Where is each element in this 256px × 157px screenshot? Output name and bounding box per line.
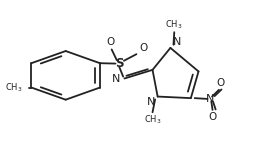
Text: O: O — [106, 37, 114, 47]
Text: N: N — [147, 97, 156, 107]
Text: N: N — [206, 94, 214, 104]
Text: CH$_3$: CH$_3$ — [165, 18, 183, 31]
Text: O: O — [208, 112, 217, 122]
Text: N: N — [112, 73, 121, 84]
Text: CH$_3$: CH$_3$ — [144, 114, 161, 126]
Text: O: O — [216, 78, 224, 88]
Text: O: O — [140, 43, 148, 53]
Text: S: S — [115, 57, 124, 70]
Text: CH$_3$: CH$_3$ — [5, 81, 23, 94]
Text: N: N — [173, 37, 181, 47]
